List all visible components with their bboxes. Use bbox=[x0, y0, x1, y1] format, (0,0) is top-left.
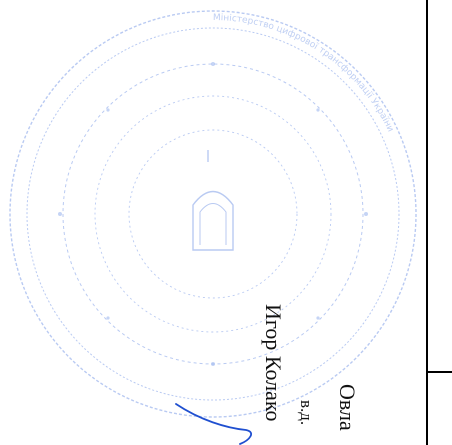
table-vertical-rule bbox=[426, 0, 428, 445]
signatory-name: Игор Колако bbox=[261, 304, 286, 422]
signature-stroke bbox=[175, 403, 253, 445]
table-horizontal-rule bbox=[426, 371, 452, 373]
signature-line-2: в.д. bbox=[297, 400, 316, 426]
stamp-ring-text: Міністерство цифрової трансформації Укра… bbox=[213, 13, 395, 134]
signature-line-1: Овла bbox=[335, 384, 360, 431]
